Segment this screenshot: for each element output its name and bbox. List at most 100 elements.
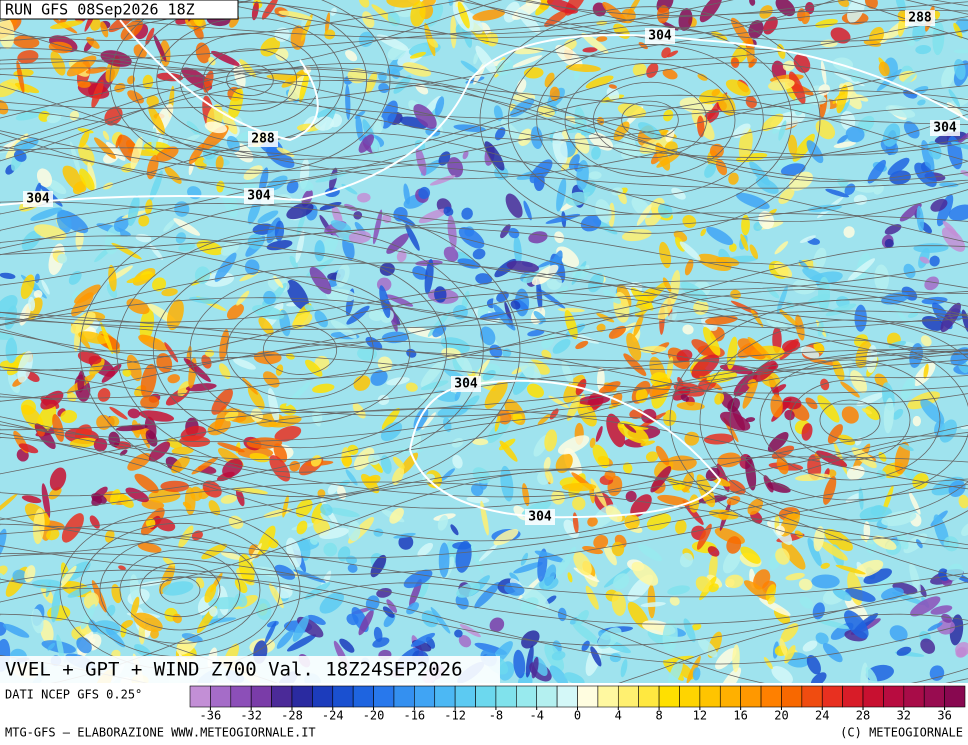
field-blob bbox=[564, 672, 585, 683]
field-blob bbox=[920, 638, 936, 654]
field-blob bbox=[749, 161, 771, 186]
field-blob bbox=[134, 473, 159, 494]
field-blob bbox=[780, 623, 799, 643]
field-blob bbox=[722, 548, 742, 574]
field-blob bbox=[163, 219, 176, 232]
field-blob bbox=[160, 480, 190, 492]
field-blob bbox=[585, 585, 599, 610]
colorbar-box bbox=[414, 685, 436, 708]
field-blob bbox=[611, 591, 627, 616]
field-blob bbox=[850, 72, 860, 82]
field-blob bbox=[565, 191, 588, 206]
field-blob bbox=[960, 170, 968, 177]
field-blob bbox=[626, 332, 642, 361]
field-blob bbox=[234, 578, 248, 594]
field-blob bbox=[330, 220, 352, 232]
field-blob bbox=[339, 479, 351, 486]
colorbar-box bbox=[617, 685, 639, 708]
field-blob bbox=[832, 359, 845, 381]
streamline-eddy bbox=[507, 25, 793, 215]
field-blob bbox=[178, 242, 196, 252]
streamline-eddy bbox=[819, 399, 881, 441]
field-blob bbox=[883, 397, 894, 434]
streamline bbox=[0, 348, 968, 417]
field-blob bbox=[353, 375, 371, 391]
field-blob bbox=[475, 273, 493, 285]
field-blob bbox=[140, 363, 157, 399]
field-blob bbox=[359, 0, 370, 8]
field-blob bbox=[226, 303, 244, 320]
field-blob bbox=[220, 494, 237, 504]
field-blob bbox=[564, 310, 578, 340]
field-blob bbox=[747, 336, 772, 360]
field-blob bbox=[0, 528, 7, 560]
field-blob bbox=[368, 453, 380, 465]
field-blob bbox=[691, 339, 716, 357]
field-blob bbox=[361, 473, 380, 494]
field-blob bbox=[493, 528, 519, 546]
field-blob bbox=[561, 482, 597, 492]
field-blob bbox=[894, 441, 910, 475]
field-blob bbox=[104, 529, 115, 543]
field-blob bbox=[264, 621, 277, 645]
field-blob bbox=[286, 180, 299, 194]
field-blob bbox=[258, 317, 274, 336]
field-blob bbox=[473, 52, 479, 65]
field-blob bbox=[443, 246, 459, 262]
streamline bbox=[0, 235, 968, 329]
field-blob bbox=[680, 281, 708, 303]
field-blob bbox=[717, 452, 742, 468]
streamline-eddy bbox=[669, 299, 968, 541]
field-blob bbox=[833, 72, 865, 87]
field-blob bbox=[267, 388, 280, 423]
field-blob bbox=[330, 7, 337, 16]
field-blob bbox=[526, 383, 544, 398]
field-blob bbox=[775, 0, 796, 17]
streamline-eddy bbox=[99, 536, 261, 644]
field-blob bbox=[518, 356, 542, 383]
field-blob bbox=[243, 165, 263, 180]
field-blob bbox=[917, 99, 926, 106]
field-blob bbox=[640, 601, 666, 608]
field-blob bbox=[373, 116, 384, 136]
field-blob bbox=[603, 544, 617, 566]
contour-label: 304 bbox=[933, 121, 957, 136]
field-blob bbox=[581, 32, 609, 54]
field-blob bbox=[637, 122, 662, 140]
field-blob bbox=[914, 162, 937, 188]
field-blob bbox=[715, 256, 740, 267]
field-blob bbox=[34, 273, 40, 283]
field-blob bbox=[215, 155, 224, 171]
field-blob bbox=[697, 73, 708, 81]
field-blob bbox=[185, 383, 217, 392]
field-blob bbox=[740, 546, 761, 564]
field-blob bbox=[228, 87, 244, 122]
field-blob bbox=[899, 203, 922, 222]
streamline bbox=[0, 569, 968, 646]
field-blob bbox=[778, 188, 795, 204]
field-blob bbox=[292, 615, 309, 642]
field-blob bbox=[679, 241, 701, 261]
field-blob bbox=[788, 71, 806, 104]
field-blob bbox=[837, 0, 850, 7]
field-blob bbox=[895, 0, 906, 15]
field-blob bbox=[370, 554, 387, 578]
field-blob bbox=[167, 374, 180, 384]
field-blob bbox=[357, 346, 378, 361]
streamline bbox=[0, 288, 968, 380]
field-blob bbox=[719, 411, 751, 431]
field-blob bbox=[602, 289, 621, 304]
field-blob bbox=[876, 69, 902, 92]
streamline bbox=[0, 415, 968, 497]
field-blob bbox=[638, 42, 648, 50]
field-blob bbox=[708, 583, 719, 593]
colorbar-box bbox=[719, 685, 741, 708]
field-blob bbox=[309, 537, 318, 545]
field-blob bbox=[605, 505, 623, 523]
field-blob bbox=[209, 606, 218, 617]
product-title: VVEL + GPT + WIND Z700 Val. 18Z24SEP2026 bbox=[5, 659, 463, 681]
field-blob bbox=[255, 598, 272, 621]
field-blob bbox=[544, 9, 569, 27]
field-blob bbox=[105, 141, 126, 161]
field-blob bbox=[714, 392, 725, 405]
